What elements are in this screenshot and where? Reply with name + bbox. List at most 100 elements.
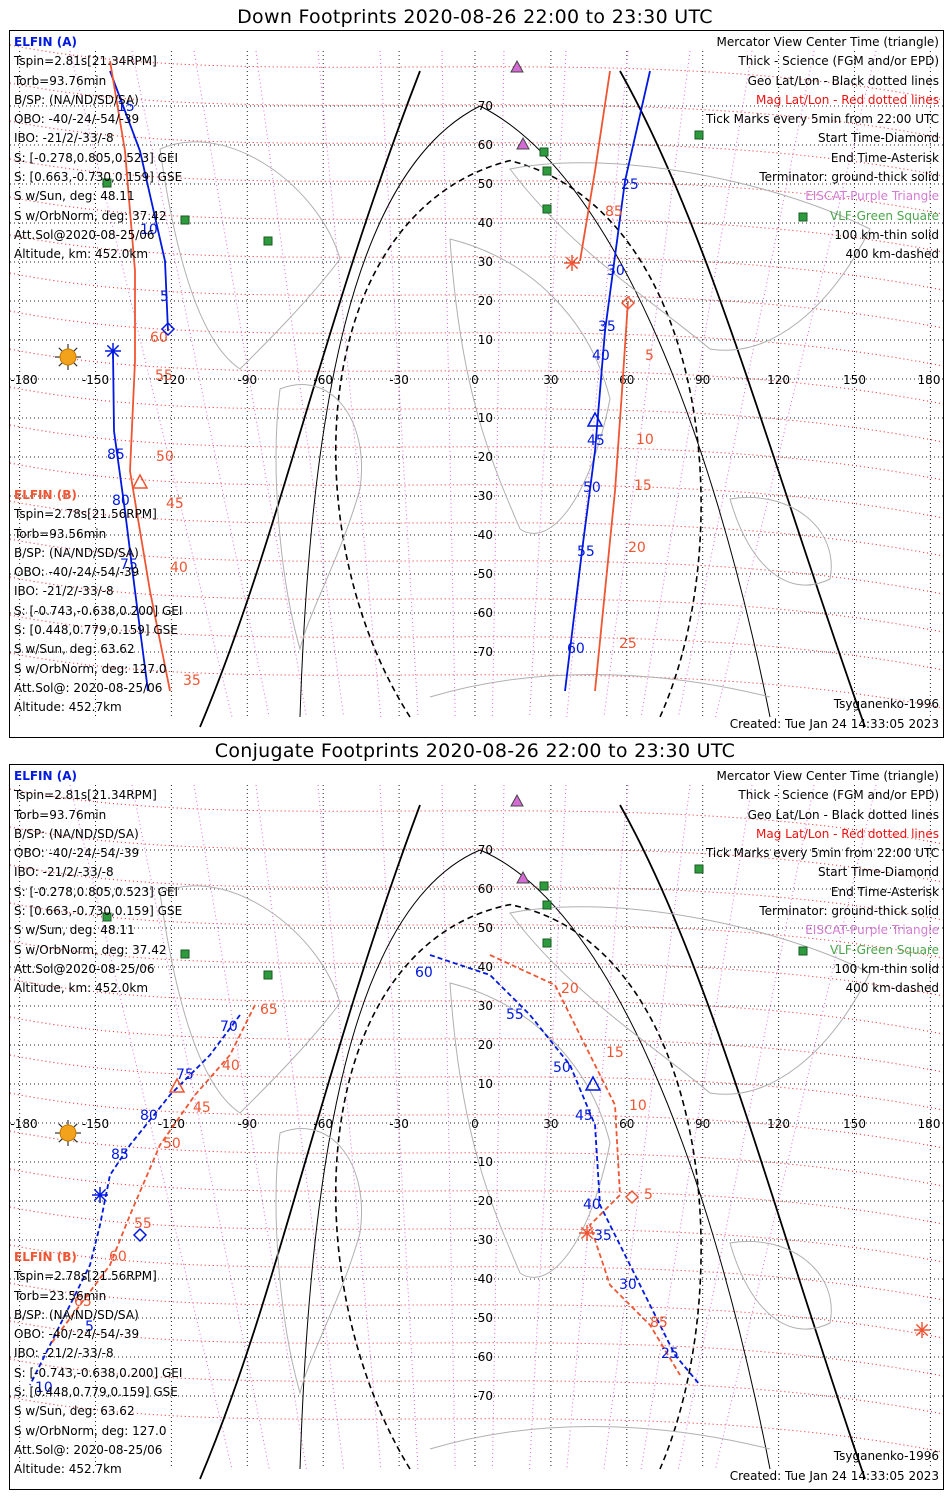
lat-tick-label: 60 — [478, 882, 493, 896]
vlf-square-icon — [263, 970, 273, 980]
lat-tick-label: 40 — [478, 216, 493, 230]
lon-tick-label: -60 — [313, 373, 333, 387]
legend-item: Mag Lat/Lon - Red dotted lines — [755, 92, 939, 107]
lat-tick-label: -60 — [473, 1350, 493, 1364]
lon-tick-label: -150 — [82, 373, 109, 387]
elfin-a-info-line: S: [0.663,-0.730,0.159] GSE — [14, 904, 183, 919]
elfin-b-time-label: 85 — [650, 1315, 668, 1331]
elfin-b-time-label: 45 — [166, 496, 184, 512]
elfin-a-time-label: 30 — [607, 263, 625, 279]
elfin-b-time-label: 60 — [109, 1249, 127, 1265]
eiscat-triangle-icon — [510, 59, 524, 73]
terminator — [199, 804, 866, 1480]
elfin-b-info-line: B/SP: (NA/ND/SD/SA) — [14, 545, 139, 560]
elfin-a-time-label: 5 — [160, 289, 169, 305]
legend-item: EISCAT-Purple Triangle — [805, 189, 939, 204]
elfin-b-time-label: 5 — [644, 1187, 653, 1203]
lat-tick-label: 30 — [478, 255, 493, 269]
lat-tick-label: 70 — [478, 99, 493, 113]
legend-item: 400 km-dashed — [845, 247, 939, 262]
elfin-a-track — [109, 70, 169, 332]
elfin-b-info-line: S: [-0.743,-0.638,0.200] GEI — [14, 1365, 183, 1380]
elfin-a-info: ELFIN (A) Tspin=2.81s[21.34RPM] Torb=93.76… — [14, 33, 182, 265]
elfin-b-info-line: Torb=93.56min — [14, 526, 107, 541]
elfin-a-info-line: OBO: -40/-24/-54/-39 — [14, 846, 140, 861]
panel-title: Conjugate Footprints 2020-08-26 22:00 to… — [214, 740, 736, 762]
vlf-square-icon — [102, 912, 112, 922]
elfin-a-time-label: 80 — [140, 1108, 158, 1124]
elfin-a-time-label: 85 — [107, 447, 125, 463]
lat-tick-label: 20 — [478, 294, 493, 308]
vlf-square-icon — [180, 949, 190, 959]
elfin-b-time-label: 15 — [634, 478, 652, 494]
legend-item: Start Time-Diamond — [817, 131, 939, 146]
created-timestamp: Created: Tue Jan 24 14:33:05 2023 — [729, 1469, 939, 1483]
legend: Mercator View Center Time (triangle) Thic… — [706, 33, 939, 265]
elfin-a-time-label: 5 — [85, 1319, 94, 1335]
elfin-b-info-line: IBO: -21/2/-33/-8 — [14, 584, 114, 599]
elfin-a-time-label: 75 — [120, 557, 138, 573]
map-canvas: -180 -150 -120 -90 -60 -30 0 30 60 90 120 150 180 70 6… — [10, 44, 943, 728]
elfin-a-info-line: S w/Sun, deg: 48.11 — [14, 189, 135, 204]
elfin-a-info-line: Torb=93.76min — [14, 73, 107, 88]
vlf-square-icon — [694, 130, 704, 140]
coastlines — [159, 141, 871, 698]
elfin-a-time-label: 50 — [583, 480, 601, 496]
elfin-b-info-line: S w/OrbNorm, deg: 127.0 — [14, 1423, 167, 1438]
elfin-a-time-label: 40 — [583, 1197, 601, 1213]
elfin-a-info-line: S: [0.663,-0.730,0.159] GSE — [14, 170, 183, 185]
legend-item: End Time-Asterisk — [830, 884, 939, 899]
elfin-b-info-line: Tspin=2.78s[21.56RPM] — [14, 1269, 157, 1284]
elfin-b-time-label: 20 — [561, 981, 579, 997]
elfin-b-info-line: S w/Sun, deg: 63.62 — [14, 642, 135, 657]
elfin-b-track — [109, 60, 171, 692]
center-time-triangle-icon — [131, 473, 149, 489]
map-canvas: -180 -150 -120 -90 -60 -30 0 30 60 90 120 150 180 70 6… — [10, 784, 943, 1480]
legend-item: Tick Marks every 5min from 22:00 UTC — [705, 846, 939, 861]
down-footprints-panel: -180 -150 -120 -90 -60 -30 0 30 60 90 120 150 180 70 6… — [9, 30, 944, 738]
lon-tick-label: 180 — [918, 1117, 941, 1131]
elfin-a-time-label: 55 — [506, 1007, 524, 1023]
lat-tick-label: 20 — [478, 1038, 493, 1052]
vlf-square-icon — [180, 215, 190, 225]
elfin-b-time-label: 20 — [628, 540, 646, 556]
sun-icon — [55, 344, 81, 370]
elfin-a-time-label: 45 — [575, 1108, 593, 1124]
lon-tick-label: -120 — [158, 1117, 185, 1131]
end-asterisk-icon — [105, 343, 121, 359]
axis-labels: -180 -150 -120 -90 -60 -30 0 30 60 90 120 150 180 70 6… — [10, 843, 940, 1403]
legend-item: 100 km-thin solid — [834, 227, 939, 242]
terminator — [199, 70, 866, 728]
vlf-square-icon — [798, 212, 808, 222]
legend-item: Thick - Science (FGM and/or EPD) — [738, 54, 939, 69]
vlf-square-icon — [542, 938, 552, 948]
lat-tick-label: 10 — [478, 333, 493, 347]
legend-item: Terminator: ground-thick solid — [759, 904, 939, 919]
elfin-b-time-label: 15 — [606, 1045, 624, 1061]
elfin-a-info-line: Altitude, km: 452.0km — [14, 981, 149, 996]
lat-tick-label: 70 — [478, 843, 493, 857]
lon-tick-label: -60 — [313, 1117, 333, 1131]
lat-tick-label: 30 — [478, 999, 493, 1013]
end-asterisk-icon — [564, 255, 580, 271]
elfin-b-time-label: 50 — [163, 1136, 181, 1152]
end-asterisk-icon — [92, 1187, 108, 1203]
lon-tick-label: -120 — [158, 373, 185, 387]
start-diamond-icon — [160, 321, 176, 337]
lat-tick-label: 40 — [478, 960, 493, 974]
legend-item: VLF-Green Square — [830, 942, 939, 957]
lat-tick-label: 10 — [478, 1077, 493, 1091]
mag-grid — [10, 784, 943, 1470]
lat-tick-label: -30 — [473, 1233, 493, 1247]
lat-tick-label: 60 — [478, 138, 493, 152]
elfin-b-time-label: 45 — [193, 1100, 211, 1116]
lon-tick-label: 120 — [767, 373, 790, 387]
geo-grid — [10, 51, 943, 717]
legend-item: Start Time-Diamond — [817, 865, 939, 880]
lon-tick-label: 180 — [918, 373, 941, 387]
lat-tick-label: -70 — [473, 1389, 493, 1403]
vlf-square-icon — [542, 166, 552, 176]
elfin-b-time-label: 85 — [605, 204, 623, 220]
elfin-b-info-line: S w/OrbNorm, deg: 127.0 — [14, 661, 167, 676]
elfin-a-info-line: S w/OrbNorm, deg: 37.42 — [14, 942, 167, 957]
